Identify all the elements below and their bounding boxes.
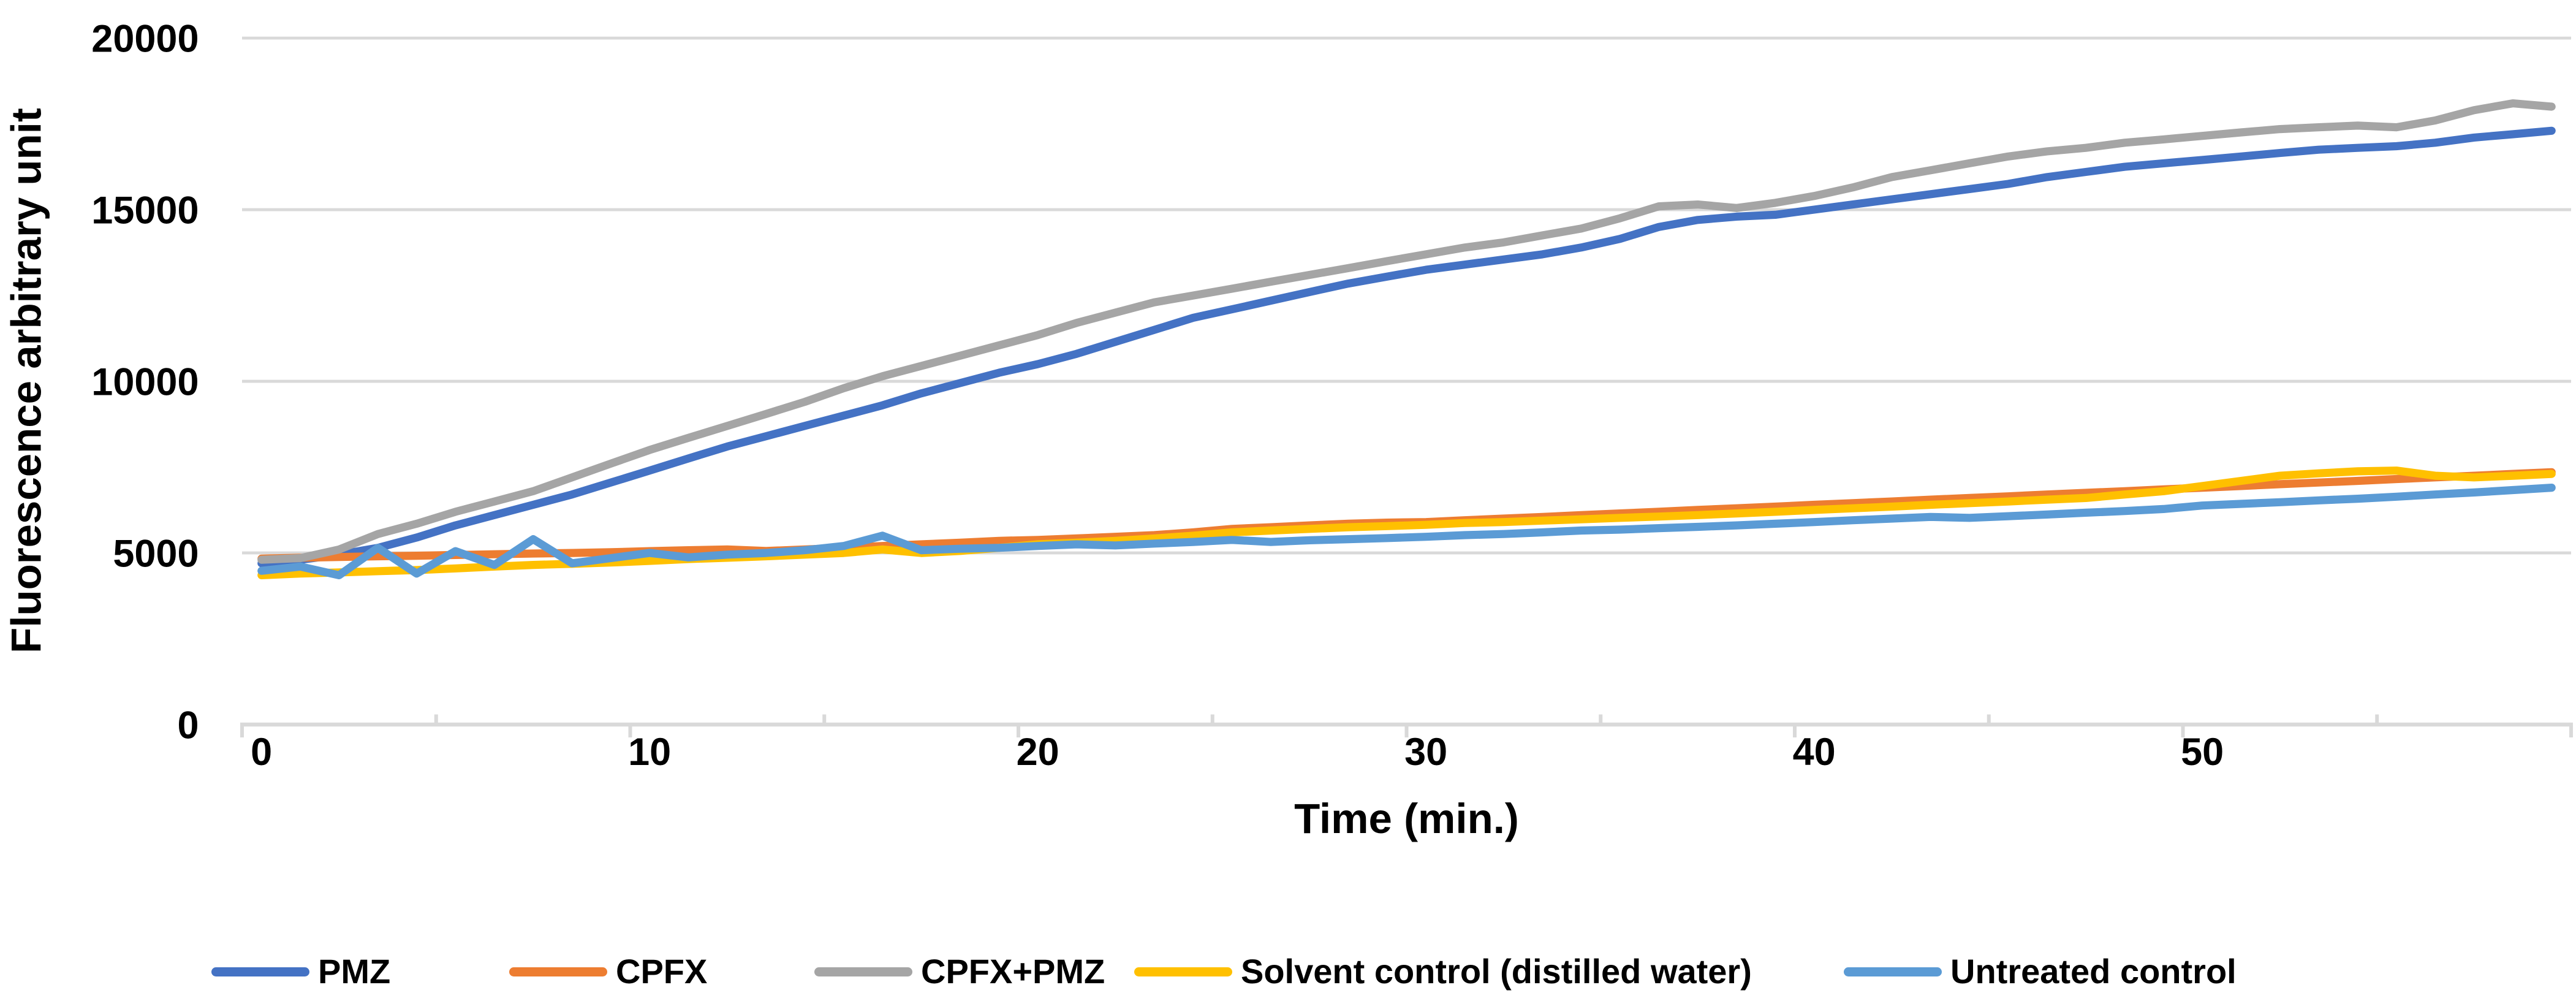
y-tick-label-20000: 20000 xyxy=(91,18,199,61)
legend: PMZ CPFX CPFX+PMZ Solvent control (disti… xyxy=(0,947,2576,996)
y-axis-tick-labels: 0 5000 10000 15000 20000 xyxy=(91,18,199,747)
series-lines xyxy=(257,99,2556,579)
legend-label-pmz: PMZ xyxy=(318,952,391,991)
x-tick-label-0: 0 xyxy=(251,731,272,774)
series-line-cpfx-pmz xyxy=(257,99,2556,564)
series-line-pmz xyxy=(257,126,2556,568)
x-tick-label-20: 20 xyxy=(1017,731,1059,774)
x-axis-title: Time (min.) xyxy=(1294,795,1519,842)
x-tick-label-10: 10 xyxy=(628,731,671,774)
legend-label-untreated-control: Untreated control xyxy=(1950,952,2237,991)
legend-label-cpfx-pmz: CPFX+PMZ xyxy=(921,952,1105,991)
legend-swatch-untreated-control xyxy=(1844,967,1942,976)
x-tick-label-50: 50 xyxy=(2181,731,2224,774)
legend-item-pmz: PMZ xyxy=(211,947,390,996)
legend-item-cpfx-pmz: CPFX+PMZ xyxy=(814,947,1105,996)
legend-label-cpfx: CPFX xyxy=(616,952,708,991)
y-tick-label-15000: 15000 xyxy=(91,189,199,232)
plot-area: 0 5000 10000 15000 20000 0 10 20 30 40 50 Fluores… xyxy=(2,18,2573,842)
legend-swatch-cpfx xyxy=(509,967,607,976)
line-chart: 0 5000 10000 15000 20000 0 10 20 30 40 50 Fluores… xyxy=(2,18,2573,842)
y-tick-label-5000: 5000 xyxy=(113,533,199,576)
legend-swatch-solvent-control xyxy=(1134,967,1232,976)
y-axis-title: Fluorescence arbitrary unit xyxy=(2,108,50,653)
series-line-untreated-control xyxy=(257,484,2556,579)
x-axis xyxy=(240,714,2573,737)
y-tick-label-0: 0 xyxy=(177,704,199,747)
gridlines xyxy=(241,36,2571,555)
legend-swatch-pmz xyxy=(211,967,309,976)
y-tick-label-10000: 10000 xyxy=(91,361,199,404)
x-tick-label-30: 30 xyxy=(1404,731,1447,774)
legend-item-cpfx: CPFX xyxy=(509,947,707,996)
legend-item-untreated-control: Untreated control xyxy=(1844,947,2237,996)
legend-label-solvent-control: Solvent control (distilled water) xyxy=(1241,952,1752,991)
x-tick-label-40: 40 xyxy=(1793,731,1836,774)
legend-item-solvent-control: Solvent control (distilled water) xyxy=(1134,947,1752,996)
x-axis-tick-labels: 0 10 20 30 40 50 xyxy=(251,731,2224,774)
series-line-solvent-control-distilled-water xyxy=(257,466,2556,579)
legend-swatch-cpfx-pmz xyxy=(814,967,912,976)
